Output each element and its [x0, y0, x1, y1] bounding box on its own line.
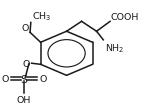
Text: COOH: COOH: [111, 13, 139, 22]
Text: OH: OH: [17, 95, 31, 104]
Text: O: O: [39, 74, 47, 83]
Text: S: S: [21, 74, 28, 84]
Text: O: O: [22, 24, 29, 32]
Text: NH$_2$: NH$_2$: [105, 42, 124, 55]
Text: CH$_3$: CH$_3$: [32, 10, 51, 23]
Text: O: O: [22, 59, 30, 68]
Text: O: O: [1, 74, 9, 83]
